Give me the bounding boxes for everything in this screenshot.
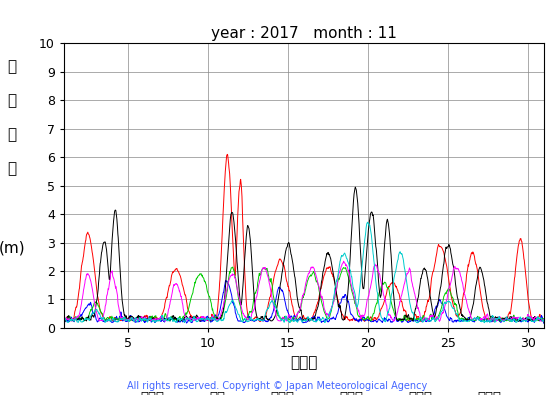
Line: 屋久島: 屋久島 [64, 222, 544, 323]
Text: (m): (m) [0, 241, 26, 256]
上ノ国 [60, 320, 67, 325]
上ノ国 [541, 320, 547, 325]
経ヶ岬 [60, 320, 67, 324]
石廊崎 [484, 317, 491, 322]
上ノ国 [484, 316, 491, 321]
Text: All rights reserved. Copyright © Japan Meteorological Agency: All rights reserved. Copyright © Japan M… [128, 381, 427, 391]
経ヶ岬 [167, 317, 174, 322]
生月島 [441, 304, 448, 308]
Line: 経ヶ岬: 経ヶ岬 [64, 187, 544, 322]
Text: 義: 義 [8, 93, 17, 108]
Line: 上ノ国: 上ノ国 [64, 154, 544, 322]
生月島 [155, 316, 162, 321]
石廊崎 [441, 292, 448, 297]
上ノ国 [224, 152, 231, 157]
Title: year : 2017   month : 11: year : 2017 month : 11 [211, 26, 397, 41]
唐桑 [484, 318, 491, 323]
生月島 [167, 298, 174, 303]
唐桑 [221, 285, 228, 290]
唐桑 [223, 278, 229, 283]
生月島 [221, 299, 228, 304]
Legend: 上ノ国, 唐桑, 石廊崎, 経ヶ岬, 生月島, 屋久島: 上ノ国, 唐桑, 石廊崎, 経ヶ岬, 生月島, 屋久島 [101, 386, 507, 395]
屋久島 [167, 314, 174, 319]
経ヶ岬 [221, 299, 228, 304]
上ノ国 [167, 279, 174, 284]
石廊崎 [379, 282, 385, 286]
石廊崎 [155, 318, 162, 323]
上ノ国 [155, 318, 162, 323]
X-axis label: （日）: （日） [290, 356, 317, 371]
Line: 唐桑: 唐桑 [64, 280, 544, 325]
石廊崎 [167, 317, 174, 322]
屋久島 [60, 320, 67, 325]
上ノ国 [379, 305, 385, 309]
Line: 石廊崎: 石廊崎 [64, 267, 544, 323]
経ヶ岬 [441, 251, 448, 256]
石廊崎 [221, 305, 228, 310]
屋久島 [155, 318, 162, 322]
屋久島 [379, 316, 385, 321]
唐桑 [441, 307, 448, 312]
唐桑 [155, 317, 162, 322]
屋久島 [221, 313, 228, 318]
上ノ国 [221, 186, 228, 190]
屋久島 [484, 320, 491, 324]
経ヶ岬 [352, 185, 359, 190]
唐桑 [167, 317, 174, 322]
石廊崎 [229, 265, 236, 269]
石廊崎 [541, 318, 547, 323]
Line: 生月島: 生月島 [64, 261, 544, 324]
Text: 有: 有 [8, 59, 17, 74]
屋久島 [541, 320, 547, 324]
石廊崎 [60, 321, 67, 325]
上ノ国 [441, 256, 448, 260]
唐桑 [541, 321, 547, 326]
屋久島 [364, 220, 371, 225]
生月島 [541, 319, 547, 324]
Text: 波: 波 [8, 127, 17, 142]
生月島 [60, 321, 67, 326]
Text: 高: 高 [8, 161, 17, 176]
経ヶ岬 [541, 320, 547, 324]
経ヶ岬 [484, 300, 491, 305]
生月島 [379, 284, 385, 289]
経ヶ岬 [379, 283, 385, 288]
経ヶ岬 [155, 317, 162, 322]
唐桑 [379, 320, 385, 324]
屋久島 [441, 300, 448, 305]
生月島 [340, 259, 347, 263]
唐桑 [60, 323, 67, 327]
生月島 [484, 312, 491, 317]
